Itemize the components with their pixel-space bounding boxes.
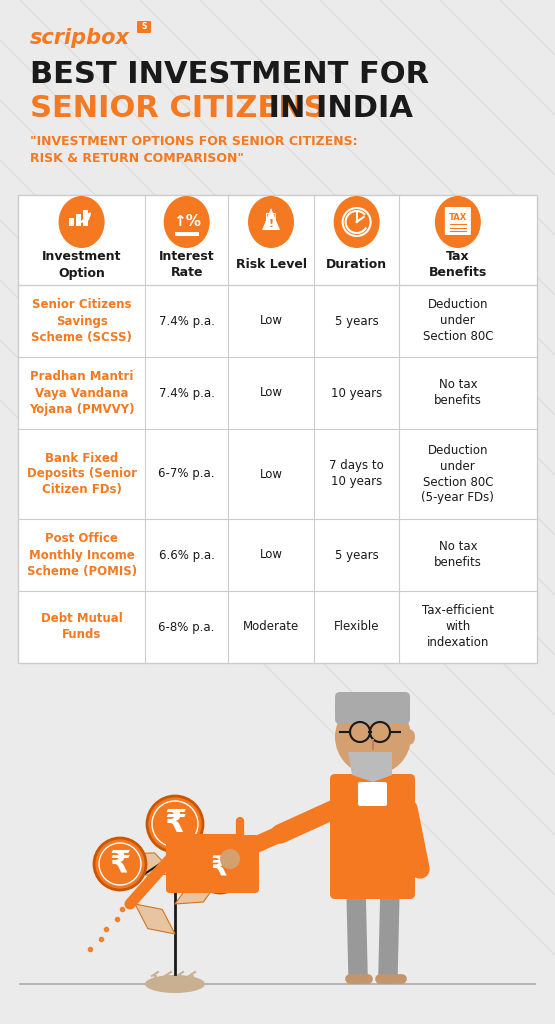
Polygon shape bbox=[262, 208, 280, 230]
Circle shape bbox=[147, 796, 203, 852]
Text: IN INDIA: IN INDIA bbox=[258, 94, 413, 123]
Text: Deduction
under
Section 80C
(5-year FDs): Deduction under Section 80C (5-year FDs) bbox=[421, 443, 495, 505]
Polygon shape bbox=[135, 904, 175, 934]
FancyBboxPatch shape bbox=[358, 782, 387, 806]
Text: 6.6% p.a.: 6.6% p.a. bbox=[159, 549, 215, 561]
Text: !: ! bbox=[269, 219, 274, 229]
Text: 6-7% p.a.: 6-7% p.a. bbox=[158, 468, 215, 480]
Text: ₹: ₹ bbox=[164, 809, 186, 840]
Bar bbox=[69, 218, 74, 226]
Ellipse shape bbox=[435, 196, 481, 248]
Ellipse shape bbox=[164, 196, 210, 248]
Text: Interest
Rate: Interest Rate bbox=[159, 251, 214, 280]
Circle shape bbox=[220, 849, 240, 869]
Text: ₹: ₹ bbox=[210, 855, 230, 883]
Bar bbox=[83, 210, 88, 226]
Bar bbox=[175, 232, 183, 236]
Polygon shape bbox=[125, 853, 175, 876]
Text: 6-8% p.a.: 6-8% p.a. bbox=[159, 621, 215, 634]
Text: scripbox: scripbox bbox=[30, 28, 130, 48]
Text: 7 days to
10 years: 7 days to 10 years bbox=[329, 460, 384, 488]
Text: Pradhan Mantri
Vaya Vandana
Yojana (PMVVY): Pradhan Mantri Vaya Vandana Yojana (PMVV… bbox=[29, 371, 134, 416]
Ellipse shape bbox=[145, 975, 205, 993]
FancyBboxPatch shape bbox=[137, 22, 151, 33]
Text: 7.4% p.a.: 7.4% p.a. bbox=[159, 386, 215, 399]
Text: No tax
benefits: No tax benefits bbox=[434, 379, 482, 408]
Text: Debt Mutual
Funds: Debt Mutual Funds bbox=[41, 612, 123, 641]
FancyBboxPatch shape bbox=[330, 774, 415, 899]
Text: 10 years: 10 years bbox=[331, 386, 382, 399]
Text: Moderate: Moderate bbox=[243, 621, 299, 634]
FancyBboxPatch shape bbox=[335, 692, 410, 724]
Text: "INVESTMENT OPTIONS FOR SENIOR CITIZENS:
RISK & RETURN COMPARISON": "INVESTMENT OPTIONS FOR SENIOR CITIZENS:… bbox=[30, 135, 357, 165]
Text: Low: Low bbox=[260, 468, 282, 480]
Text: Low: Low bbox=[260, 386, 282, 399]
Text: Senior Citizens
Savings
Scheme (SCSS): Senior Citizens Savings Scheme (SCSS) bbox=[31, 299, 132, 343]
Text: Post Office
Monthly Income
Scheme (POMIS): Post Office Monthly Income Scheme (POMIS… bbox=[27, 532, 137, 578]
FancyBboxPatch shape bbox=[166, 835, 259, 893]
FancyBboxPatch shape bbox=[445, 207, 471, 234]
Circle shape bbox=[196, 845, 244, 893]
Polygon shape bbox=[348, 752, 392, 782]
Text: 7.4% p.a.: 7.4% p.a. bbox=[159, 314, 215, 328]
Text: 🔔: 🔔 bbox=[265, 211, 277, 229]
Polygon shape bbox=[175, 879, 220, 904]
Text: Duration: Duration bbox=[326, 258, 387, 271]
Ellipse shape bbox=[405, 729, 415, 744]
Ellipse shape bbox=[334, 196, 380, 248]
Text: SENIOR CITIZENS: SENIOR CITIZENS bbox=[30, 94, 326, 123]
Bar bbox=[76, 214, 81, 226]
Circle shape bbox=[335, 699, 411, 775]
Text: Flexible: Flexible bbox=[334, 621, 380, 634]
Text: Investment
Option: Investment Option bbox=[42, 251, 122, 280]
Text: 5 years: 5 years bbox=[335, 549, 379, 561]
Text: ₹: ₹ bbox=[109, 850, 130, 879]
Circle shape bbox=[94, 838, 146, 890]
Ellipse shape bbox=[248, 196, 294, 248]
Polygon shape bbox=[175, 839, 215, 864]
Text: No tax
benefits: No tax benefits bbox=[434, 541, 482, 569]
Text: Risk Level: Risk Level bbox=[235, 258, 306, 271]
Text: Bank Fixed
Deposits (Senior
Citizen FDs): Bank Fixed Deposits (Senior Citizen FDs) bbox=[27, 452, 137, 497]
Bar bbox=[191, 232, 199, 236]
FancyBboxPatch shape bbox=[18, 195, 537, 663]
Text: Tax
Benefits: Tax Benefits bbox=[428, 251, 487, 280]
Text: Low: Low bbox=[260, 549, 282, 561]
Text: 5 years: 5 years bbox=[335, 314, 379, 328]
Text: Low: Low bbox=[260, 314, 282, 328]
Text: Tax-efficient
with
indexation: Tax-efficient with indexation bbox=[422, 604, 494, 649]
Text: S: S bbox=[142, 22, 147, 31]
Bar bbox=[183, 232, 191, 236]
Text: BEST INVESTMENT FOR: BEST INVESTMENT FOR bbox=[30, 60, 429, 89]
Text: TAX: TAX bbox=[449, 213, 467, 221]
Text: ↑%: ↑% bbox=[173, 214, 201, 229]
Ellipse shape bbox=[59, 196, 104, 248]
Text: Deduction
under
Section 80C: Deduction under Section 80C bbox=[422, 299, 493, 343]
